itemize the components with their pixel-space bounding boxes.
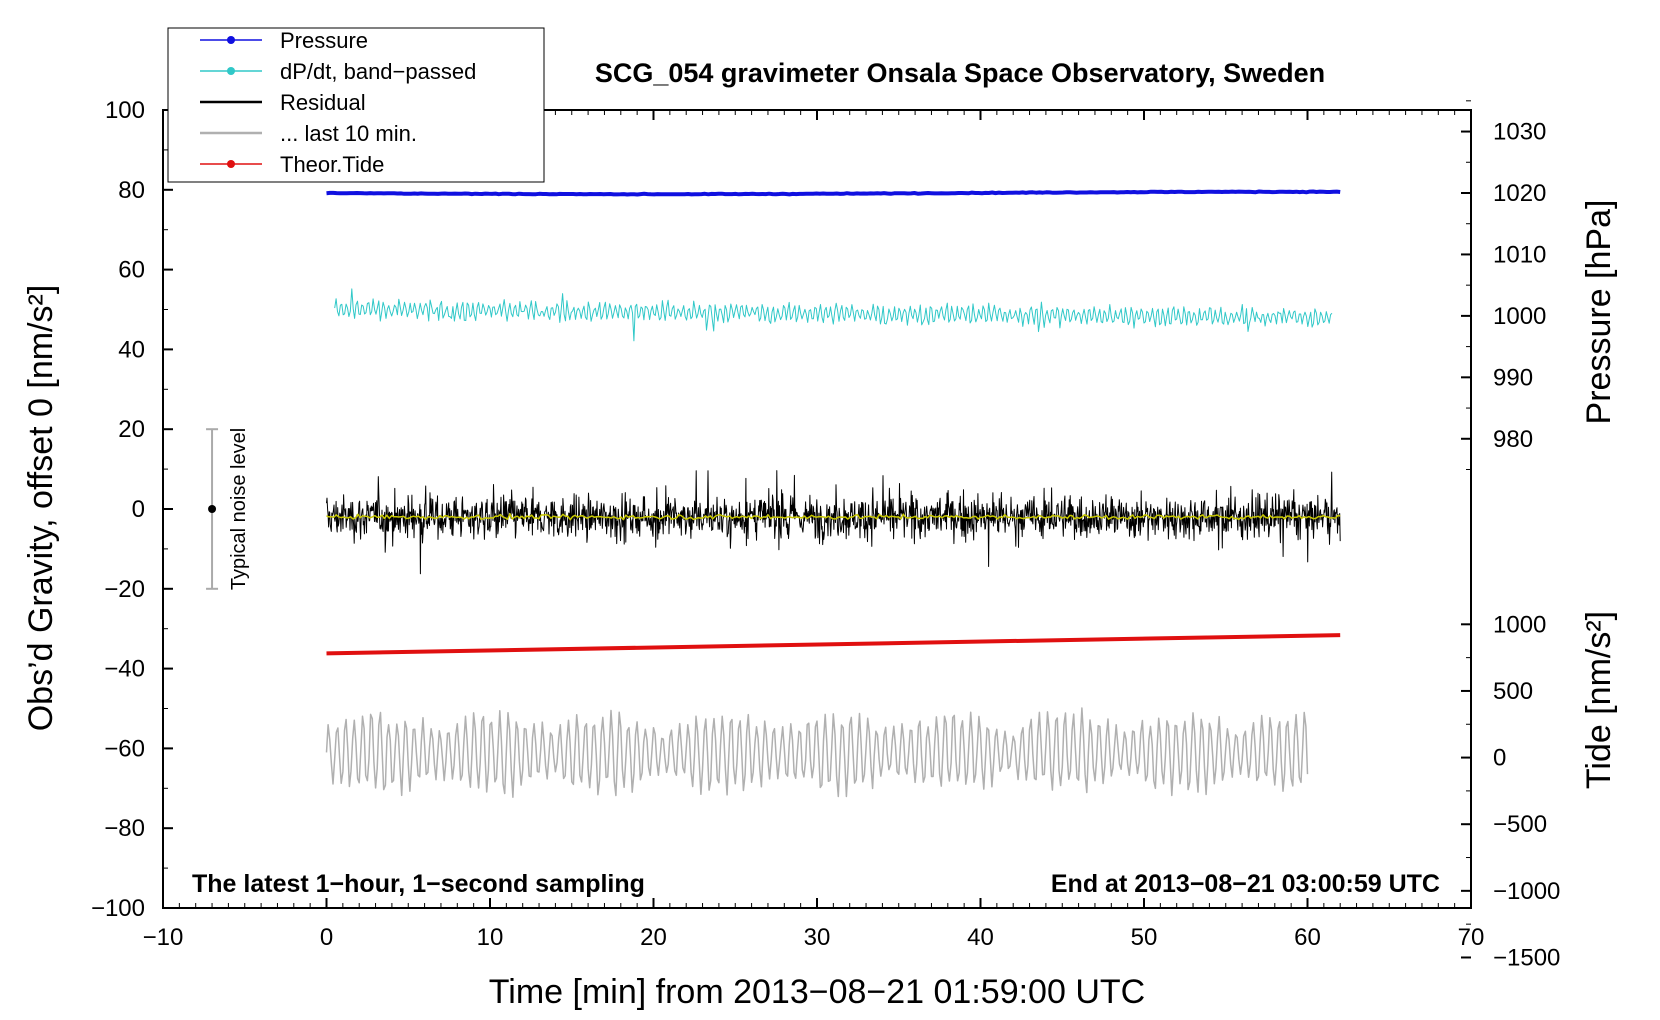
- series-residual-smoothed: [326, 512, 1341, 521]
- legend-label: Theor.Tide: [280, 152, 384, 177]
- legend-label: ... last 10 min.: [280, 121, 417, 146]
- x-tick-label: 30: [804, 924, 831, 951]
- pressure-tick-label: 990: [1493, 364, 1533, 391]
- x-tick-label: 60: [1294, 924, 1321, 951]
- y-tick-label: −80: [104, 815, 145, 842]
- x-tick-label: 70: [1458, 924, 1485, 951]
- noise-level-label: Typical noise level: [228, 428, 250, 590]
- legend-marker: [227, 67, 235, 75]
- pressure-tick-label: 1030: [1493, 119, 1546, 146]
- tide-tick-label: 1000: [1493, 611, 1546, 638]
- legend-label: Residual: [280, 90, 366, 115]
- pressure-tick-label: 980: [1493, 426, 1533, 453]
- x-tick-label: 20: [640, 924, 667, 951]
- y-tick-label: 100: [105, 97, 145, 124]
- legend-label: Pressure: [280, 28, 368, 53]
- series-pressure: [326, 189, 1341, 197]
- x-tick-label: 0: [320, 924, 333, 951]
- y-tick-label: −100: [91, 895, 145, 922]
- pressure-axis-label: Pressure [hPa]: [1580, 200, 1618, 425]
- chart-title: SCG_054 gravimeter Onsala Space Observat…: [595, 58, 1325, 88]
- tide-tick-label: 0: [1493, 745, 1506, 772]
- pressure-tick-label: 1000: [1493, 303, 1546, 330]
- legend-marker: [227, 160, 235, 168]
- legend-box: [167, 27, 545, 183]
- y-axis-label: Obs’d Gravity, offset 0 [nm/s²]: [22, 285, 60, 732]
- legend-marker: [227, 36, 235, 44]
- y-tick-label: 20: [118, 416, 145, 443]
- legend-label: dP/dt, band−passed: [280, 59, 476, 84]
- tide-tick-label: −1500: [1493, 944, 1560, 971]
- y-tick-label: 40: [118, 336, 145, 363]
- tide-axis-label: Tide [nm/s²]: [1580, 611, 1618, 789]
- x-tick-label: 50: [1131, 924, 1158, 951]
- x-axis-label: Time [min] from 2013−08−21 01:59:00 UTC: [489, 973, 1145, 1011]
- pressure-tick-label: 1010: [1493, 241, 1546, 268]
- noise-dot: [208, 505, 217, 513]
- axis-ticks: −10 0 10 20 30 40 50 60 70−100−80−60−40−20020406…: [91, 97, 1560, 971]
- tide-tick-label: 500: [1493, 678, 1533, 705]
- x-tick-label: −10: [143, 924, 184, 951]
- series-residual: [326, 470, 1341, 575]
- pressure-tick-label: 1020: [1493, 180, 1546, 207]
- y-tick-label: −20: [104, 576, 145, 603]
- y-tick-label: −60: [104, 735, 145, 762]
- x-tick-label: 10: [477, 924, 504, 951]
- sampling-annotation: The latest 1−hour, 1−second sampling: [192, 870, 645, 898]
- tide-tick-label: −500: [1493, 811, 1547, 838]
- x-tick-label: 40: [967, 924, 994, 951]
- series-theor-tide: [326, 633, 1341, 656]
- tide-tick-label: −1000: [1493, 878, 1560, 905]
- y-tick-label: −40: [104, 656, 145, 683]
- y-tick-label: 60: [118, 257, 145, 284]
- y-tick-label: 0: [132, 496, 145, 523]
- legend: Pressure dP/dt, band−passed Residual ... la…: [167, 27, 545, 183]
- plot-series: [325, 189, 1341, 798]
- series-last-10-min: [325, 707, 1309, 798]
- noise-level-indicator: Typical noise level: [206, 428, 250, 590]
- y-tick-label: 80: [118, 177, 145, 204]
- series-dpdt: [334, 288, 1333, 342]
- end-time-annotation: End at 2013−08−21 03:00:59 UTC: [1051, 870, 1440, 898]
